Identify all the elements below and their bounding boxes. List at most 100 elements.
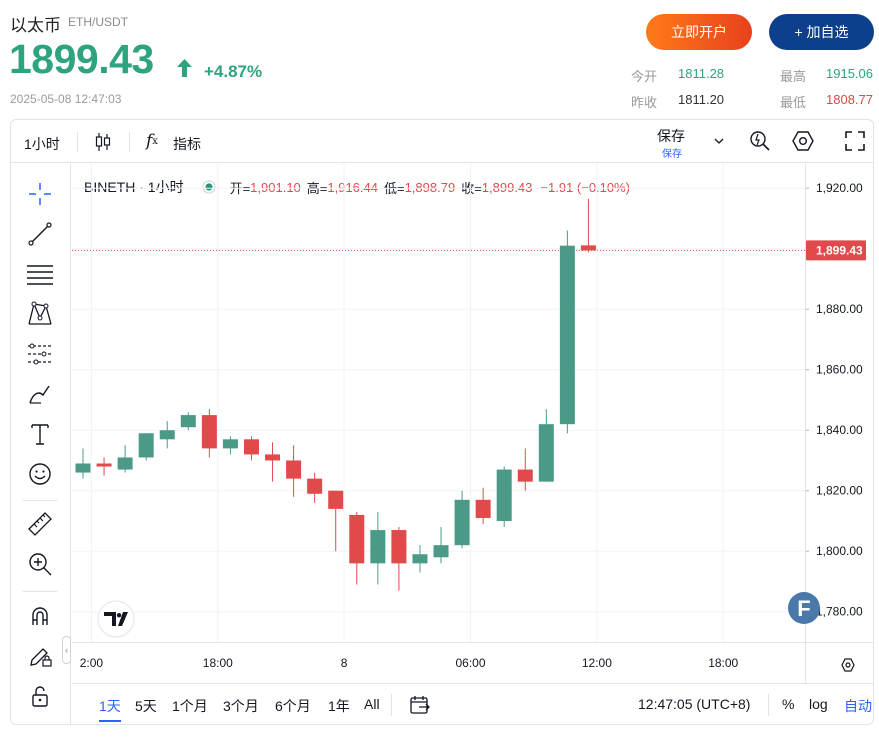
range-2-button[interactable]: 1个月 (172, 698, 208, 714)
divider (23, 591, 57, 592)
clock-display[interactable]: 12:47:05 (UTC+8) (638, 696, 751, 712)
range-4-button[interactable]: 6个月 (275, 698, 311, 714)
y-tick-label: 1,800.00 (816, 544, 863, 558)
zoom-in-icon (29, 553, 52, 576)
today-open-value: 1811.28 (678, 66, 725, 81)
last-price: 1899.43 (9, 36, 154, 82)
range-1-button[interactable]: 5天 (135, 698, 157, 714)
settings-icon[interactable] (791, 129, 815, 153)
lock-drawing-tool[interactable] (26, 642, 54, 670)
fullscreen-icon[interactable] (844, 130, 866, 152)
tradingview-logo-icon (104, 612, 128, 626)
candle-body-up[interactable] (454, 499, 470, 546)
candle-body-up[interactable] (412, 554, 428, 564)
zoom-tool[interactable] (26, 550, 54, 578)
range-6-button[interactable]: All (364, 696, 380, 712)
magnet-icon (32, 607, 48, 625)
divider (23, 500, 57, 501)
log-scale-toggle[interactable]: log (809, 696, 828, 712)
f-badge-icon[interactable] (788, 592, 820, 624)
range-3-button[interactable]: 3个月 (223, 698, 259, 714)
candle-body-up[interactable] (222, 439, 238, 449)
range-0-button[interactable]: 1天 (99, 698, 121, 714)
candle-body-down[interactable] (243, 439, 259, 455)
fib-retracement-icon (27, 265, 53, 285)
legend-high-value: 1,916.44 (327, 179, 378, 195)
x-tick-label: 06:00 (455, 656, 485, 670)
candle-body-up[interactable] (138, 433, 154, 458)
candle-body-down[interactable] (286, 460, 302, 479)
date-range-icon[interactable] (409, 694, 431, 716)
low-value: 1808.77 (826, 92, 873, 107)
change-percent: +4.87% (204, 62, 263, 81)
trading-pair: ETH/USDT (68, 15, 128, 29)
candle-body-up[interactable] (180, 415, 196, 428)
last-price-tag (806, 240, 866, 261)
divider (129, 132, 130, 152)
candle-body-down[interactable] (475, 499, 491, 518)
pattern-tool[interactable] (26, 300, 54, 328)
candle-body-up[interactable] (433, 545, 449, 558)
high-value: 1915.06 (826, 66, 873, 81)
legend-change: −1.91 (−0.10%) (540, 179, 631, 195)
candle-body-down[interactable] (349, 514, 365, 564)
candle-body-down[interactable] (391, 530, 407, 564)
axis-settings-icon[interactable] (841, 658, 855, 672)
chevron-down-icon[interactable] (713, 135, 725, 147)
candle-body-up[interactable] (559, 245, 575, 425)
interval-selector[interactable]: 1小时 (24, 136, 60, 152)
candle-body-up[interactable] (370, 530, 386, 564)
collapse-toolbar-button[interactable]: ‹ (62, 636, 71, 664)
save-button-label[interactable]: 保存 (657, 128, 685, 144)
add-watchlist-button[interactable]: + 加自选 (769, 14, 874, 50)
candles-icon[interactable] (93, 132, 113, 152)
open-account-button[interactable]: 立即开户 (646, 14, 752, 50)
prev-close-label: 昨收 (631, 95, 658, 110)
trend-line-icon (28, 222, 52, 246)
y-tick-label: 1,880.00 (816, 302, 863, 316)
xabcd-pattern-icon (28, 301, 52, 325)
quick-search-icon[interactable] (749, 130, 771, 152)
pencil-lock-icon (30, 648, 52, 667)
f-badge-letter: F (797, 596, 810, 621)
emoji-tool[interactable] (26, 460, 54, 488)
candle-body-down[interactable] (517, 469, 533, 482)
trend-line-tool[interactable] (26, 220, 54, 248)
candle-body-up[interactable] (496, 469, 512, 521)
crosshair-tool[interactable] (26, 180, 54, 208)
fib-tool[interactable] (26, 260, 54, 288)
drawing-toolbar (11, 164, 71, 724)
indicators-button[interactable]: 指标 (173, 136, 201, 152)
candle-body-down[interactable] (201, 415, 217, 449)
projection-tool[interactable] (26, 340, 54, 368)
lock-all-tool[interactable] (26, 682, 54, 710)
candle-body-up[interactable] (159, 430, 175, 440)
quote-timestamp: 2025-05-08 12:47:03 (10, 92, 122, 106)
lock-icon (32, 686, 48, 707)
projection-icon (28, 343, 52, 365)
brush-tool[interactable] (26, 380, 54, 408)
price-chart[interactable]: 1,920.001,900.001,880.001,860.001,840.00… (72, 164, 873, 683)
candle-body-down[interactable] (307, 478, 323, 494)
crosshair-icon (29, 183, 51, 205)
measure-tool[interactable] (26, 510, 54, 538)
legend-close-value: 1,899.43 (481, 179, 533, 195)
percent-scale-toggle[interactable]: % (782, 696, 795, 712)
high-label: 最高 (780, 69, 807, 84)
divider (391, 694, 392, 716)
candle-body-up[interactable] (75, 463, 91, 473)
text-tool[interactable] (26, 420, 54, 448)
candle-body-down[interactable] (96, 463, 112, 467)
candle-body-up[interactable] (117, 457, 133, 470)
candle-body-down[interactable] (265, 454, 281, 461)
auto-scale-toggle[interactable]: 自动 (844, 698, 872, 714)
brush-icon (29, 385, 50, 404)
legend-open-value: 1,901.10 (250, 179, 301, 195)
candle-body-down[interactable] (580, 245, 596, 251)
candle-body-down[interactable] (328, 490, 344, 509)
candle-body-up[interactable] (538, 424, 554, 482)
range-5-button[interactable]: 1年 (328, 698, 350, 714)
magnet-tool[interactable] (26, 602, 54, 630)
